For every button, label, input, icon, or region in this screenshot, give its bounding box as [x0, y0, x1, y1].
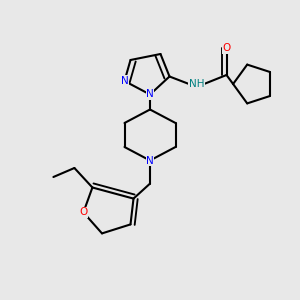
Text: N: N — [146, 155, 154, 166]
Text: N: N — [121, 76, 128, 86]
Text: O: O — [79, 207, 88, 218]
Text: O: O — [222, 43, 231, 53]
Text: NH: NH — [189, 79, 204, 89]
Text: N: N — [146, 89, 154, 100]
